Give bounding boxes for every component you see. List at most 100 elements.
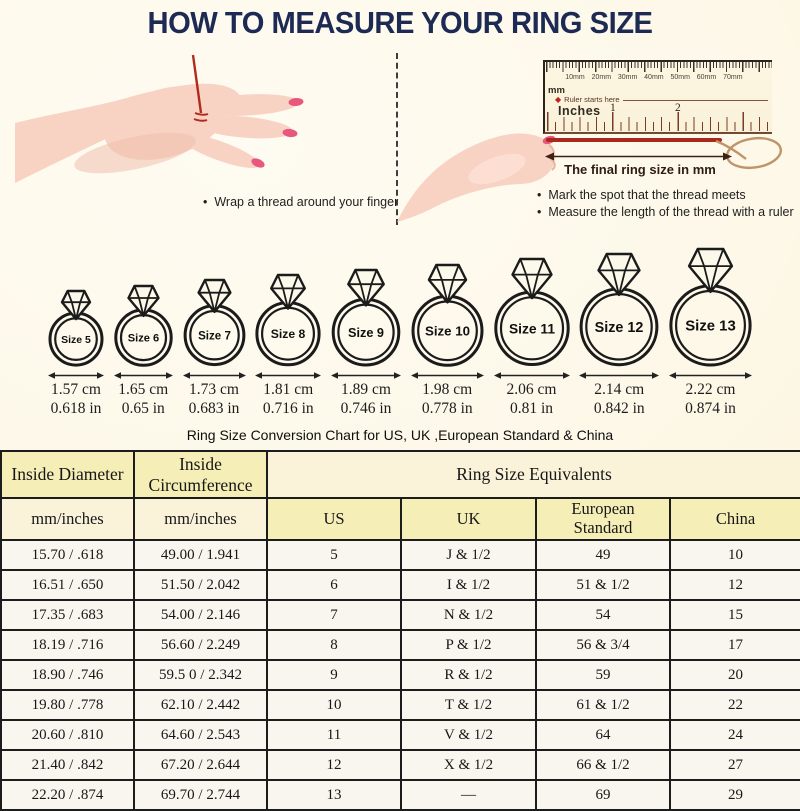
conversion-row: 17.35 / .683 54.00 / 2.146 7 N & 1/2 54 15 xyxy=(0,599,800,631)
conversion-table: Inside Diameter Inside Circumference Rin… xyxy=(0,450,800,811)
diamond-ring-icon: Size 7 xyxy=(183,279,245,367)
diameter-arrow-icon xyxy=(410,372,484,380)
conversion-cell: 13 xyxy=(266,779,402,811)
conversion-cell: 20.60 / .810 xyxy=(0,719,135,751)
ruler-mm-ticks xyxy=(545,62,772,73)
ring-size-label: Size 12 xyxy=(595,320,644,336)
ring-diameter-cm: 2.14 cm xyxy=(594,381,645,399)
header-inside-circumference: Inside Circumference xyxy=(133,450,268,499)
ring-diameter-in: 0.874 in xyxy=(685,400,736,418)
ring-diameter-cm: 1.65 cm xyxy=(118,381,169,399)
conversion-cell: R & 1/2 xyxy=(400,659,537,691)
conversion-cell: 51.50 / 2.042 xyxy=(133,569,268,601)
ruler-mm-label: 30mm xyxy=(617,74,638,81)
ring-diameter-cm: 1.98 cm xyxy=(422,381,473,399)
conversion-cell: 69.70 / 2.744 xyxy=(133,779,268,811)
conversion-cell: 17 xyxy=(668,629,800,661)
ring-size-item: Size 6 1.65 cm 0.65 in xyxy=(112,284,175,418)
conversion-cell: 21.40 / .842 xyxy=(0,749,135,781)
diameter-arrow-icon xyxy=(113,372,173,380)
ring-diameter-cm: 1.81 cm xyxy=(263,381,314,399)
ruler-mm-label: 20mm xyxy=(591,74,612,81)
conversion-cell: 6 xyxy=(266,569,402,601)
conversion-cell: 59.5 0 / 2.342 xyxy=(133,659,268,691)
ring-size-item: Size 10 1.98 cm 0.778 in xyxy=(409,263,486,418)
ruler-mm-label: 10mm xyxy=(565,74,585,81)
conversion-cell: 22 xyxy=(668,689,800,721)
conversion-cell: 16.51 / .650 xyxy=(0,569,135,601)
conversion-cell: J & 1/2 xyxy=(400,539,537,571)
ring-size-label: Size 6 xyxy=(128,332,159,344)
step-measure-thread: Measure the length of the thread with a … xyxy=(537,205,793,219)
ring-diameter-cm: 1.57 cm xyxy=(51,381,101,399)
conversion-cell: 27 xyxy=(668,749,800,781)
ruler-inch-ticks xyxy=(545,111,772,131)
conversion-row: 16.51 / .650 51.50 / 2.042 6 I & 1/2 51 & 1/… xyxy=(0,569,800,601)
conversion-cell: 62.10 / 2.442 xyxy=(133,689,268,721)
ring-diameter-in: 0.618 in xyxy=(50,400,102,418)
ring-size-item: Size 5 1.57 cm 0.618 in xyxy=(46,289,106,418)
conversion-cell: 20 xyxy=(668,659,800,691)
step-wrap-thread: Wrap a thread around your finger xyxy=(203,195,398,209)
conversion-cell: 49.00 / 1.941 xyxy=(133,539,268,571)
ring-size-label: Size 5 xyxy=(61,335,91,346)
diamond-ring-icon: Size 11 xyxy=(493,258,570,367)
ring-diameter-cm: 2.22 cm xyxy=(685,381,736,399)
diamond-ring-icon: Size 8 xyxy=(255,273,321,367)
conversion-row: 22.20 / .874 69.70 / 2.744 13—69 29 xyxy=(0,779,800,811)
ruler-start-row: Ruler starts here xyxy=(555,95,768,104)
ruler-start-label: Ruler starts here xyxy=(564,95,620,104)
ring-size-label: Size 13 xyxy=(685,319,736,335)
conversion-cell: 22.20 / .874 xyxy=(0,779,135,811)
conversion-cell: — xyxy=(400,779,537,811)
conversion-cell: I & 1/2 xyxy=(400,569,537,601)
ring-size-item: Size 8 1.81 cm 0.716 in xyxy=(253,273,323,418)
conversion-cell: 56.60 / 2.249 xyxy=(133,629,268,661)
conversion-cell: 61 & 1/2 xyxy=(535,689,671,721)
ring-diameter-in: 0.65 in xyxy=(121,400,165,418)
step-mark-spot: Mark the spot that the thread meets xyxy=(537,188,745,202)
conversion-cell: 18.90 / .746 xyxy=(0,659,135,691)
conversion-cell: 8 xyxy=(266,629,402,661)
ruler-mm-label: 60mm xyxy=(696,74,717,81)
conversion-cell: T & 1/2 xyxy=(400,689,537,721)
conversion-cell: 9 xyxy=(266,659,402,691)
header-ring-size-equivalents: Ring Size Equivalents xyxy=(265,450,800,499)
header-inside-diameter: Inside Diameter xyxy=(0,450,135,499)
ruler-mm-label: 40mm xyxy=(644,74,664,81)
diamond-ring-icon: Size 9 xyxy=(331,268,401,367)
conversion-cell: 59 xyxy=(535,659,671,691)
panel-divider xyxy=(396,53,398,225)
subheader-mm-inches: mm/inches xyxy=(0,497,135,541)
diamond-ring-icon: Size 5 xyxy=(48,289,104,367)
thread-icon xyxy=(191,54,209,122)
conversion-cell: 15 xyxy=(668,599,800,631)
conversion-cell: V & 1/2 xyxy=(400,719,537,751)
thread-on-ruler xyxy=(546,138,722,142)
conversion-row: 18.19 / .716 56.60 / 2.249 8 P & 1/2 56 & 3/… xyxy=(0,629,800,661)
diamond-ring-icon: Size 12 xyxy=(579,252,659,367)
diameter-arrow-icon xyxy=(255,372,322,380)
conversion-cell: 64 xyxy=(535,719,671,751)
conversion-cell: 11 xyxy=(266,719,402,751)
conversion-row: 15.70 / .618 49.00 / 1.941 5 J & 1/2 49 10 xyxy=(0,539,800,571)
table-group-header-row: Inside Diameter Inside Circumference Rin… xyxy=(0,450,800,499)
conversion-cell: 17.35 / .683 xyxy=(0,599,135,631)
ring-diameter-in: 0.746 in xyxy=(340,400,392,418)
ruler-mm-unit: mm xyxy=(548,85,565,96)
conversion-cell: 10 xyxy=(266,689,402,721)
table-sub-header-row: mm/inches mm/inches US UK European Stand… xyxy=(0,497,800,541)
subheader-china: China xyxy=(668,497,800,541)
ring-diameter-in: 0.778 in xyxy=(421,400,473,418)
conversion-row: 20.60 / .810 64.60 / 2.543 11 V & 1/2 64 24 xyxy=(0,719,800,751)
conversion-cell: X & 1/2 xyxy=(400,749,537,781)
ruler-illustration: 10mm 20mm 30mm 40mm 50mm 60mm 70mm mm Ruler st… xyxy=(543,60,772,134)
ring-size-label: Size 10 xyxy=(425,323,470,338)
diameter-arrow-icon xyxy=(493,372,570,380)
diameter-arrow-icon xyxy=(579,372,660,380)
ring-diameter-cm: 1.89 cm xyxy=(341,381,391,399)
ring-size-item: Size 9 1.89 cm 0.746 in xyxy=(329,268,403,418)
ruler-start-diamond-icon xyxy=(555,95,561,104)
ruler-mm-label: 50mm xyxy=(670,74,690,81)
ring-size-row: Size 5 1.57 cm 0.618 in Size 6 1.65 cm 0.65 i… xyxy=(0,240,800,418)
